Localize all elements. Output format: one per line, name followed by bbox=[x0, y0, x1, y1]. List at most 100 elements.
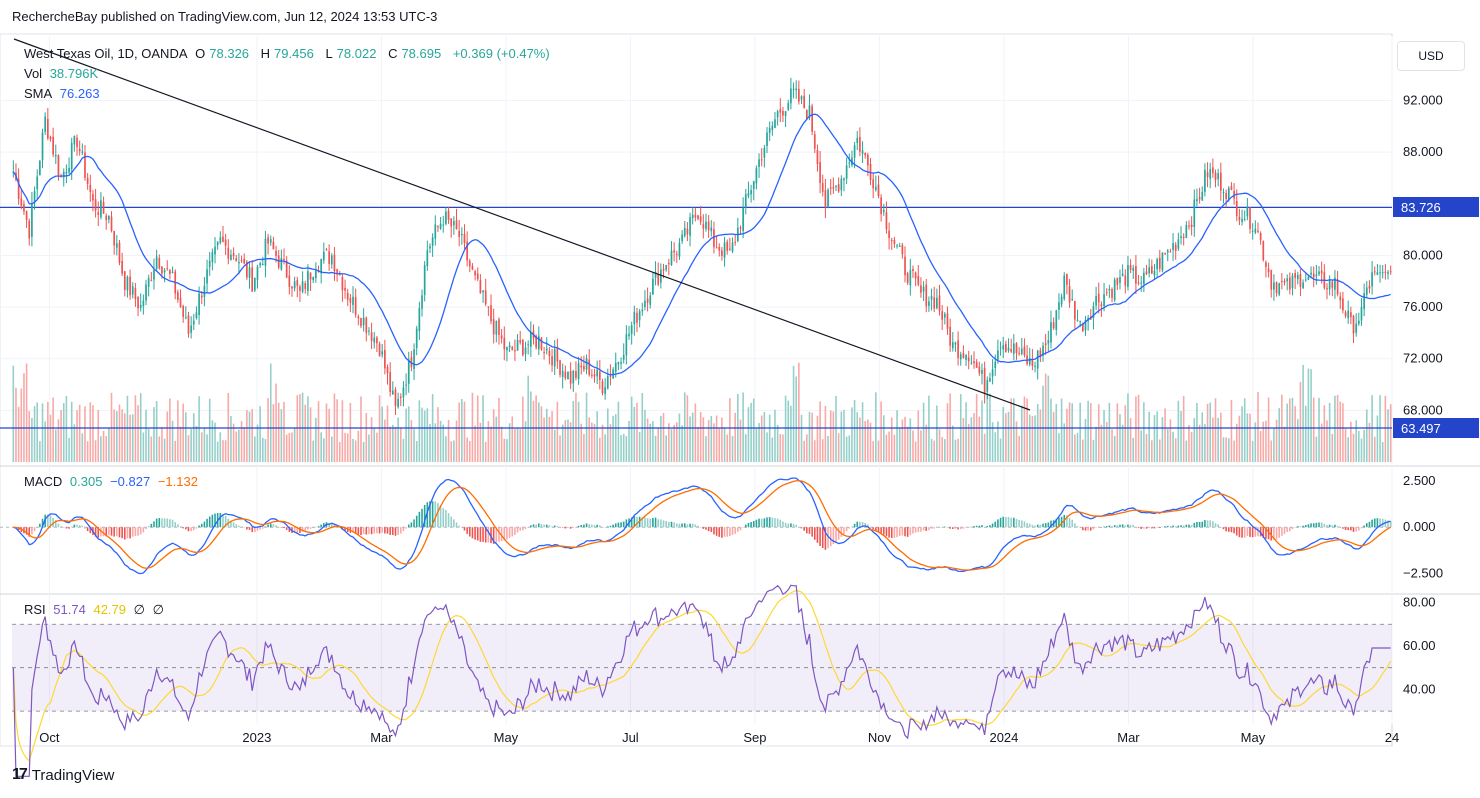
macd-histogram-bar bbox=[1153, 527, 1156, 529]
candle-body bbox=[888, 230, 890, 239]
candle-body bbox=[476, 273, 479, 280]
candle-body bbox=[598, 371, 601, 380]
candle-body bbox=[1259, 233, 1262, 241]
candle-body bbox=[500, 335, 503, 339]
candle-body bbox=[652, 278, 654, 295]
macd-histogram-bar bbox=[747, 522, 750, 528]
price-tick-label: 76.000 bbox=[1403, 299, 1443, 314]
macd-histogram-bar bbox=[368, 527, 370, 535]
macd-histogram-bar bbox=[591, 524, 593, 528]
candle-body bbox=[710, 227, 713, 232]
macd-histogram-bar bbox=[532, 524, 535, 528]
candle-body bbox=[1334, 277, 1336, 290]
macd-histogram-bar bbox=[238, 525, 240, 528]
macd-histogram-bar bbox=[1190, 524, 1193, 528]
candle-body bbox=[1251, 230, 1254, 232]
candle-body bbox=[522, 340, 524, 356]
macd-histogram-bar bbox=[484, 527, 487, 543]
macd-line-value: −0.827 bbox=[110, 474, 151, 489]
candle-body bbox=[1066, 273, 1068, 285]
macd-histogram-bar bbox=[898, 527, 901, 537]
macd-histogram-bar bbox=[673, 522, 675, 528]
low-value: L 78.022 bbox=[325, 46, 377, 61]
macd-histogram-bar bbox=[354, 527, 357, 534]
volume-bar bbox=[458, 402, 460, 462]
candle-body bbox=[384, 349, 386, 369]
macd-histogram-bar bbox=[821, 527, 824, 549]
macd-histogram-bar bbox=[848, 527, 851, 529]
candle-body bbox=[407, 359, 410, 384]
volume-bar bbox=[691, 412, 694, 462]
volume-bar bbox=[346, 433, 349, 462]
volume-bar bbox=[896, 410, 898, 462]
candle-body bbox=[941, 311, 944, 320]
macd-histogram-bar bbox=[731, 527, 734, 535]
volume-bar bbox=[105, 436, 108, 462]
volume-bar bbox=[1169, 419, 1172, 462]
volume-bar bbox=[163, 438, 166, 462]
macd-histogram-bar bbox=[1013, 517, 1015, 528]
volume-bar bbox=[304, 404, 307, 462]
macd-histogram-bar bbox=[790, 523, 792, 528]
volume-bar bbox=[718, 428, 721, 462]
volume-bar bbox=[660, 415, 662, 462]
macd-histogram-bar bbox=[1204, 520, 1206, 528]
macd-histogram-bar bbox=[1111, 526, 1113, 528]
candle-body bbox=[1068, 286, 1071, 303]
symbol-name[interactable]: West Texas Oil, 1D, OANDA bbox=[24, 46, 188, 61]
volume-bar bbox=[537, 402, 540, 462]
sma-line bbox=[12, 113, 1391, 376]
macd-histogram-bar bbox=[1097, 527, 1100, 528]
candle-body bbox=[1222, 192, 1225, 194]
volume-bar bbox=[583, 433, 585, 462]
candle-body bbox=[1235, 200, 1238, 217]
volume-bar bbox=[60, 410, 62, 462]
volume-bar bbox=[1302, 364, 1304, 462]
candle-body bbox=[137, 296, 139, 309]
volume-bar bbox=[638, 431, 641, 462]
volume-bar bbox=[65, 396, 68, 462]
candle-body bbox=[1357, 320, 1360, 324]
time-tick-label: May bbox=[1241, 730, 1266, 745]
macd-histogram-bar bbox=[131, 527, 134, 537]
candle-body bbox=[967, 357, 970, 362]
macd-histogram-bar bbox=[806, 527, 808, 534]
volume-bar bbox=[158, 436, 161, 462]
volume-bar bbox=[845, 436, 848, 462]
volume-bar bbox=[609, 424, 612, 462]
volume-bar bbox=[938, 429, 941, 462]
candle-body bbox=[200, 295, 203, 298]
volume-bar bbox=[604, 434, 606, 462]
macd-histogram-bar bbox=[240, 526, 243, 528]
macd-histogram-bar bbox=[1124, 525, 1127, 528]
macd-histogram-bar bbox=[1169, 526, 1172, 528]
macd-histogram-bar bbox=[277, 527, 280, 528]
volume-bar bbox=[766, 432, 768, 462]
volume-bar bbox=[243, 427, 246, 462]
candle-body bbox=[182, 306, 185, 317]
macd-histogram-bar bbox=[572, 527, 575, 528]
volume-bar bbox=[447, 419, 450, 462]
macd-histogram-bar bbox=[933, 527, 936, 529]
volume-bar bbox=[798, 362, 800, 462]
candle-body bbox=[1283, 280, 1286, 283]
volume-bar bbox=[1344, 428, 1347, 462]
macd-histogram-bar bbox=[1047, 522, 1050, 528]
candle-body bbox=[667, 262, 670, 265]
footer-brand[interactable]: 17 TradingView bbox=[12, 766, 114, 784]
candle-body bbox=[636, 312, 638, 323]
candle-body bbox=[559, 360, 561, 375]
volume-bar bbox=[1214, 398, 1217, 462]
candle-body bbox=[110, 216, 113, 231]
macd-histogram-bar bbox=[652, 517, 654, 528]
macd-histogram-bar bbox=[150, 523, 153, 528]
candle-body bbox=[840, 178, 843, 191]
currency-button[interactable]: USD bbox=[1397, 41, 1465, 71]
candle-body bbox=[1127, 265, 1129, 287]
candle-body bbox=[1339, 296, 1342, 301]
volume-bar bbox=[561, 424, 564, 462]
volume-bar bbox=[813, 440, 816, 462]
candle-body bbox=[646, 298, 649, 303]
volume-bar bbox=[471, 392, 474, 462]
